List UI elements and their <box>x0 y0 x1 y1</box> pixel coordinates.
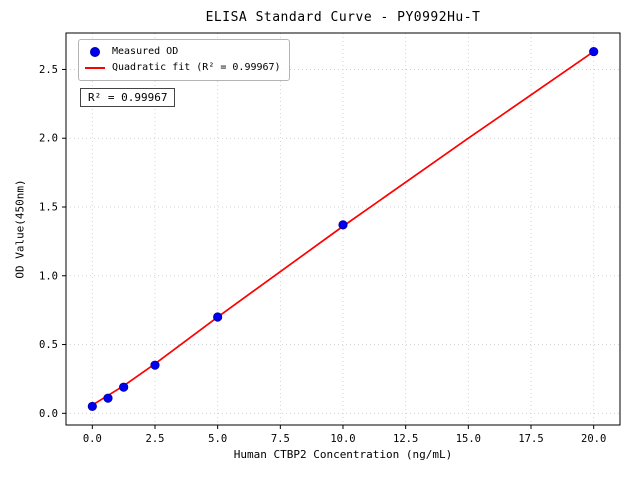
line-marker-icon <box>85 67 105 69</box>
data-point <box>150 360 160 370</box>
data-point <box>119 382 129 392</box>
legend-item-quadratic-fit: Quadratic fit (R² = 0.99967) <box>85 60 281 76</box>
x-tick-label: 15.0 <box>456 433 481 445</box>
legend: Measured OD Quadratic fit (R² = 0.99967) <box>78 39 290 81</box>
data-point <box>103 393 113 403</box>
y-tick-label: 1.5 <box>39 201 58 213</box>
data-point <box>589 46 599 57</box>
x-tick-label: 0.0 <box>83 433 102 445</box>
x-tick-label: 20.0 <box>581 433 606 445</box>
x-tick-label: 12.5 <box>393 433 418 445</box>
legend-label-quadratic-fit: Quadratic fit (R² = 0.99967) <box>112 62 281 73</box>
x-axis-label: Human CTBP2 Concentration (ng/mL) <box>233 448 453 461</box>
data-point <box>338 220 348 230</box>
scatter-marker-icon <box>90 47 100 57</box>
fit-line <box>91 50 595 406</box>
legend-item-measured-od: Measured OD <box>85 44 281 60</box>
y-tick-label: 2.0 <box>39 133 58 145</box>
x-tick-label: 17.5 <box>518 433 543 445</box>
y-tick-label: 2.5 <box>39 64 58 76</box>
x-tick-label: 5.0 <box>208 433 227 445</box>
x-tick-label: 2.5 <box>146 433 165 445</box>
legend-label-measured-od: Measured OD <box>112 46 179 57</box>
r-squared-annotation: R² = 0.99967 <box>80 88 176 107</box>
chart-title: ELISA Standard Curve - PY0992Hu-T <box>205 10 481 25</box>
y-tick-label: 0.0 <box>39 408 58 420</box>
data-point <box>87 401 97 412</box>
y-axis-label: OD Value(450nm) <box>13 179 27 279</box>
y-tick-label: 0.5 <box>39 339 58 351</box>
y-tick-label: 1.0 <box>39 270 58 282</box>
data-point <box>213 312 223 322</box>
x-tick-label: 10.0 <box>330 433 355 445</box>
x-tick-label: 7.5 <box>271 433 290 445</box>
